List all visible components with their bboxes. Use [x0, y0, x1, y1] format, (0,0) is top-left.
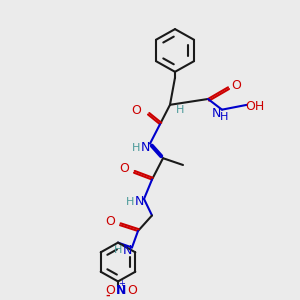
- Text: N: N: [122, 244, 132, 257]
- Text: H: H: [114, 245, 122, 255]
- Text: O: O: [105, 215, 115, 228]
- Text: N: N: [140, 141, 150, 154]
- Text: O: O: [131, 104, 141, 117]
- Text: H: H: [132, 142, 140, 152]
- Text: N: N: [134, 195, 144, 208]
- Text: N: N: [211, 107, 221, 120]
- Text: +: +: [118, 279, 125, 288]
- Text: -: -: [106, 291, 110, 300]
- Text: H: H: [176, 105, 184, 115]
- Text: H: H: [220, 112, 228, 122]
- Text: O: O: [127, 284, 137, 297]
- Text: O: O: [119, 162, 129, 176]
- Text: O: O: [231, 79, 241, 92]
- Text: N: N: [116, 284, 126, 297]
- Text: OH: OH: [245, 100, 265, 113]
- Text: H: H: [126, 197, 134, 207]
- Text: O: O: [105, 284, 115, 297]
